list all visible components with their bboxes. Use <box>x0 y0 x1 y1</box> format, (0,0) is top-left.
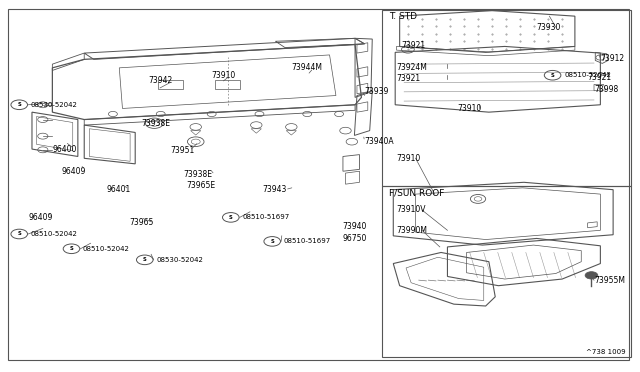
Circle shape <box>585 272 598 279</box>
Text: 96401: 96401 <box>106 185 131 194</box>
Text: F/SUN ROOF: F/SUN ROOF <box>389 189 444 198</box>
Text: 73955M: 73955M <box>594 276 625 285</box>
Text: 96409: 96409 <box>28 213 52 222</box>
Text: 73921: 73921 <box>588 73 612 81</box>
Text: 73990M: 73990M <box>396 226 428 235</box>
Text: 08530-52042: 08530-52042 <box>156 257 203 263</box>
Text: 73921: 73921 <box>401 41 426 50</box>
Text: T. STD: T. STD <box>389 13 417 22</box>
Text: 73938E: 73938E <box>141 119 171 128</box>
Text: 08510-51697: 08510-51697 <box>243 214 289 220</box>
Text: S: S <box>17 231 21 237</box>
Bar <box>383 186 631 357</box>
Text: 08510-52042: 08510-52042 <box>564 72 611 78</box>
Bar <box>383 10 631 186</box>
Text: S: S <box>550 73 554 78</box>
Bar <box>157 80 183 89</box>
Text: 73998: 73998 <box>594 85 618 94</box>
Text: S: S <box>270 239 274 244</box>
Text: 73938E: 73938E <box>183 170 212 179</box>
Text: 73910: 73910 <box>396 154 420 163</box>
Text: 96750: 96750 <box>342 234 367 243</box>
Text: ^738 1009: ^738 1009 <box>586 349 626 355</box>
Text: 73951: 73951 <box>170 147 195 155</box>
Text: 73921: 73921 <box>396 74 420 83</box>
Text: 96400: 96400 <box>52 145 77 154</box>
Text: 73924M: 73924M <box>396 63 428 72</box>
Text: 73940A: 73940A <box>365 137 394 146</box>
Text: 73939: 73939 <box>365 87 389 96</box>
Text: 73940: 73940 <box>342 222 367 231</box>
Text: 73912: 73912 <box>600 54 625 63</box>
Text: 08510-51697: 08510-51697 <box>284 238 331 244</box>
Text: 73965E: 73965E <box>186 182 215 190</box>
Text: 73942: 73942 <box>148 76 172 85</box>
Text: 96409: 96409 <box>62 167 86 176</box>
Text: S: S <box>70 246 74 251</box>
Bar <box>215 80 241 89</box>
Text: 73943: 73943 <box>262 185 287 194</box>
Text: 73965: 73965 <box>129 218 153 227</box>
Text: 08530-52042: 08530-52042 <box>31 102 77 108</box>
Text: S: S <box>143 257 147 262</box>
Text: S: S <box>17 102 21 107</box>
Text: 73944M: 73944M <box>291 63 323 72</box>
Text: 08510-52042: 08510-52042 <box>83 246 130 252</box>
Text: 73910V: 73910V <box>396 205 426 215</box>
Text: 08510-52042: 08510-52042 <box>31 231 77 237</box>
Text: 73930: 73930 <box>537 23 561 32</box>
Text: 73910: 73910 <box>457 104 481 113</box>
Text: S: S <box>229 215 233 220</box>
Text: 73910: 73910 <box>212 71 236 80</box>
